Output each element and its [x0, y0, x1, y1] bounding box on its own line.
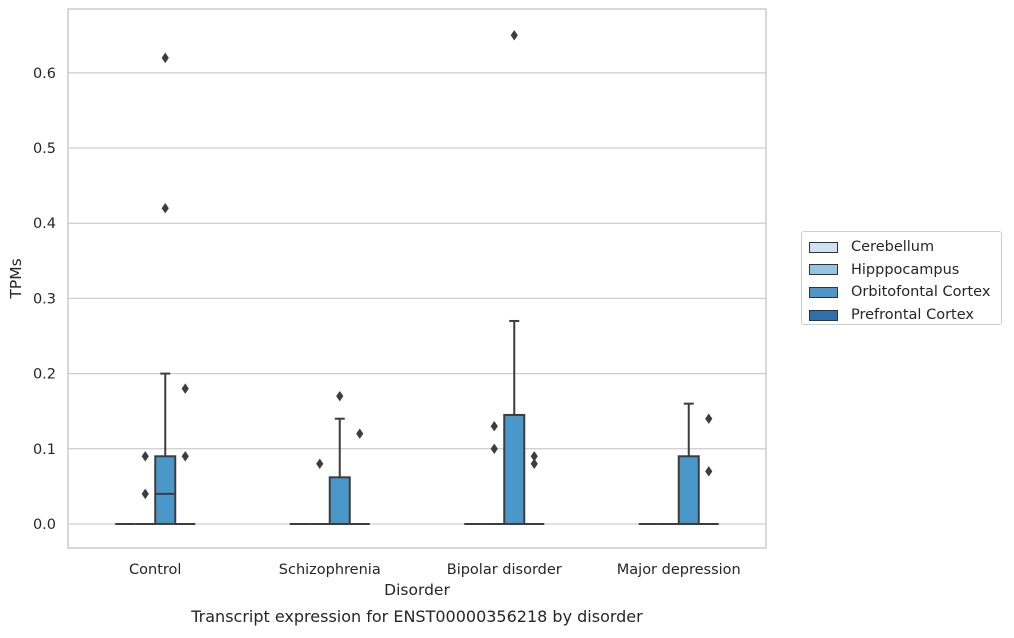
box-bipolar-disorder-hipppocampus-outlier-0 — [490, 443, 498, 454]
legend-swatch-prefrontal — [809, 309, 838, 321]
x-tick-label-bipolar-disorder: Bipolar disorder — [447, 562, 562, 578]
box-control-prefrontal-cortex-outlier-1 — [181, 383, 189, 394]
y-tick-label: 0.4 — [33, 216, 56, 232]
x-axis-label: Disorder — [384, 581, 450, 599]
box-control-hipppocampus-outlier-0 — [141, 488, 149, 500]
x-tick-label-schizophrenia: Schizophrenia — [279, 562, 381, 578]
x-tick-label-major-depression: Major depression — [617, 562, 741, 578]
y-axis-label: TPMs — [7, 258, 25, 299]
legend-swatch-cerebellum — [809, 241, 838, 253]
box-control-orbitofontal-cortex-outlier-0 — [161, 203, 169, 214]
legend-item-orbitofrontal: Orbitofontal Cortex — [809, 281, 1001, 304]
y-tick-label: 0.0 — [33, 517, 56, 533]
y-tick-label: 0.2 — [33, 367, 56, 383]
x-tick-label-control: Control — [129, 562, 181, 578]
box-control-orbitofontal-cortex-body — [154, 455, 177, 525]
y-tick-label: 0.3 — [33, 291, 56, 307]
legend: Cerebellum Hipppocampus Orbitofontal Cor… — [801, 231, 1002, 325]
box-bipolar-disorder-orbitofontal-cortex-body — [503, 413, 526, 525]
box-control-hipppocampus-outlier-1 — [141, 451, 149, 462]
box-bipolar-disorder-hipppocampus-outlier-1 — [490, 421, 498, 432]
legend-label-orbitofrontal: Orbitofontal Cortex — [851, 284, 991, 301]
legend-item-prefrontal: Prefrontal Cortex — [809, 304, 1001, 327]
box-bipolar-disorder-prefrontal-cortex-outlier-1 — [530, 451, 538, 462]
box-schizophrenia-hipppocampus-outlier-0 — [316, 458, 324, 470]
legend-label-cerebellum: Cerebellum — [851, 239, 935, 256]
legend-label-prefrontal: Prefrontal Cortex — [851, 307, 974, 324]
box-bipolar-disorder-prefrontal-cortex-outlier-0 — [530, 458, 538, 470]
box-control-orbitofontal-cortex-outlier-1 — [161, 52, 169, 64]
legend-label-hippocampus: Hipppocampus — [851, 261, 960, 278]
box-schizophrenia-orbitofontal-cortex-outlier-0 — [336, 390, 344, 402]
box-major-depression-orbitofontal-cortex-body — [677, 455, 700, 525]
box-control-prefrontal-cortex-outlier-0 — [181, 451, 189, 462]
box-schizophrenia-prefrontal-cortex-outlier-0 — [356, 428, 364, 439]
legend-item-hippocampus: Hipppocampus — [809, 259, 1001, 282]
y-tick-label: 0.5 — [33, 141, 56, 157]
chart-title: Transcript expression for ENST0000035621… — [190, 607, 643, 626]
box-schizophrenia-orbitofontal-cortex-body — [328, 476, 351, 525]
plot-frame — [67, 8, 767, 549]
legend-swatch-orbitofrontal — [809, 286, 838, 298]
box-major-depression-prefrontal-cortex-outlier-1 — [705, 413, 713, 424]
y-tick-label: 0.1 — [33, 442, 56, 458]
y-tick-label: 0.6 — [33, 66, 56, 82]
legend-swatch-hippocampus — [809, 264, 838, 276]
box-bipolar-disorder-orbitofontal-cortex-outlier-0 — [510, 30, 518, 41]
legend-item-cerebellum: Cerebellum — [809, 236, 1001, 259]
box-major-depression-prefrontal-cortex-outlier-0 — [705, 466, 713, 477]
